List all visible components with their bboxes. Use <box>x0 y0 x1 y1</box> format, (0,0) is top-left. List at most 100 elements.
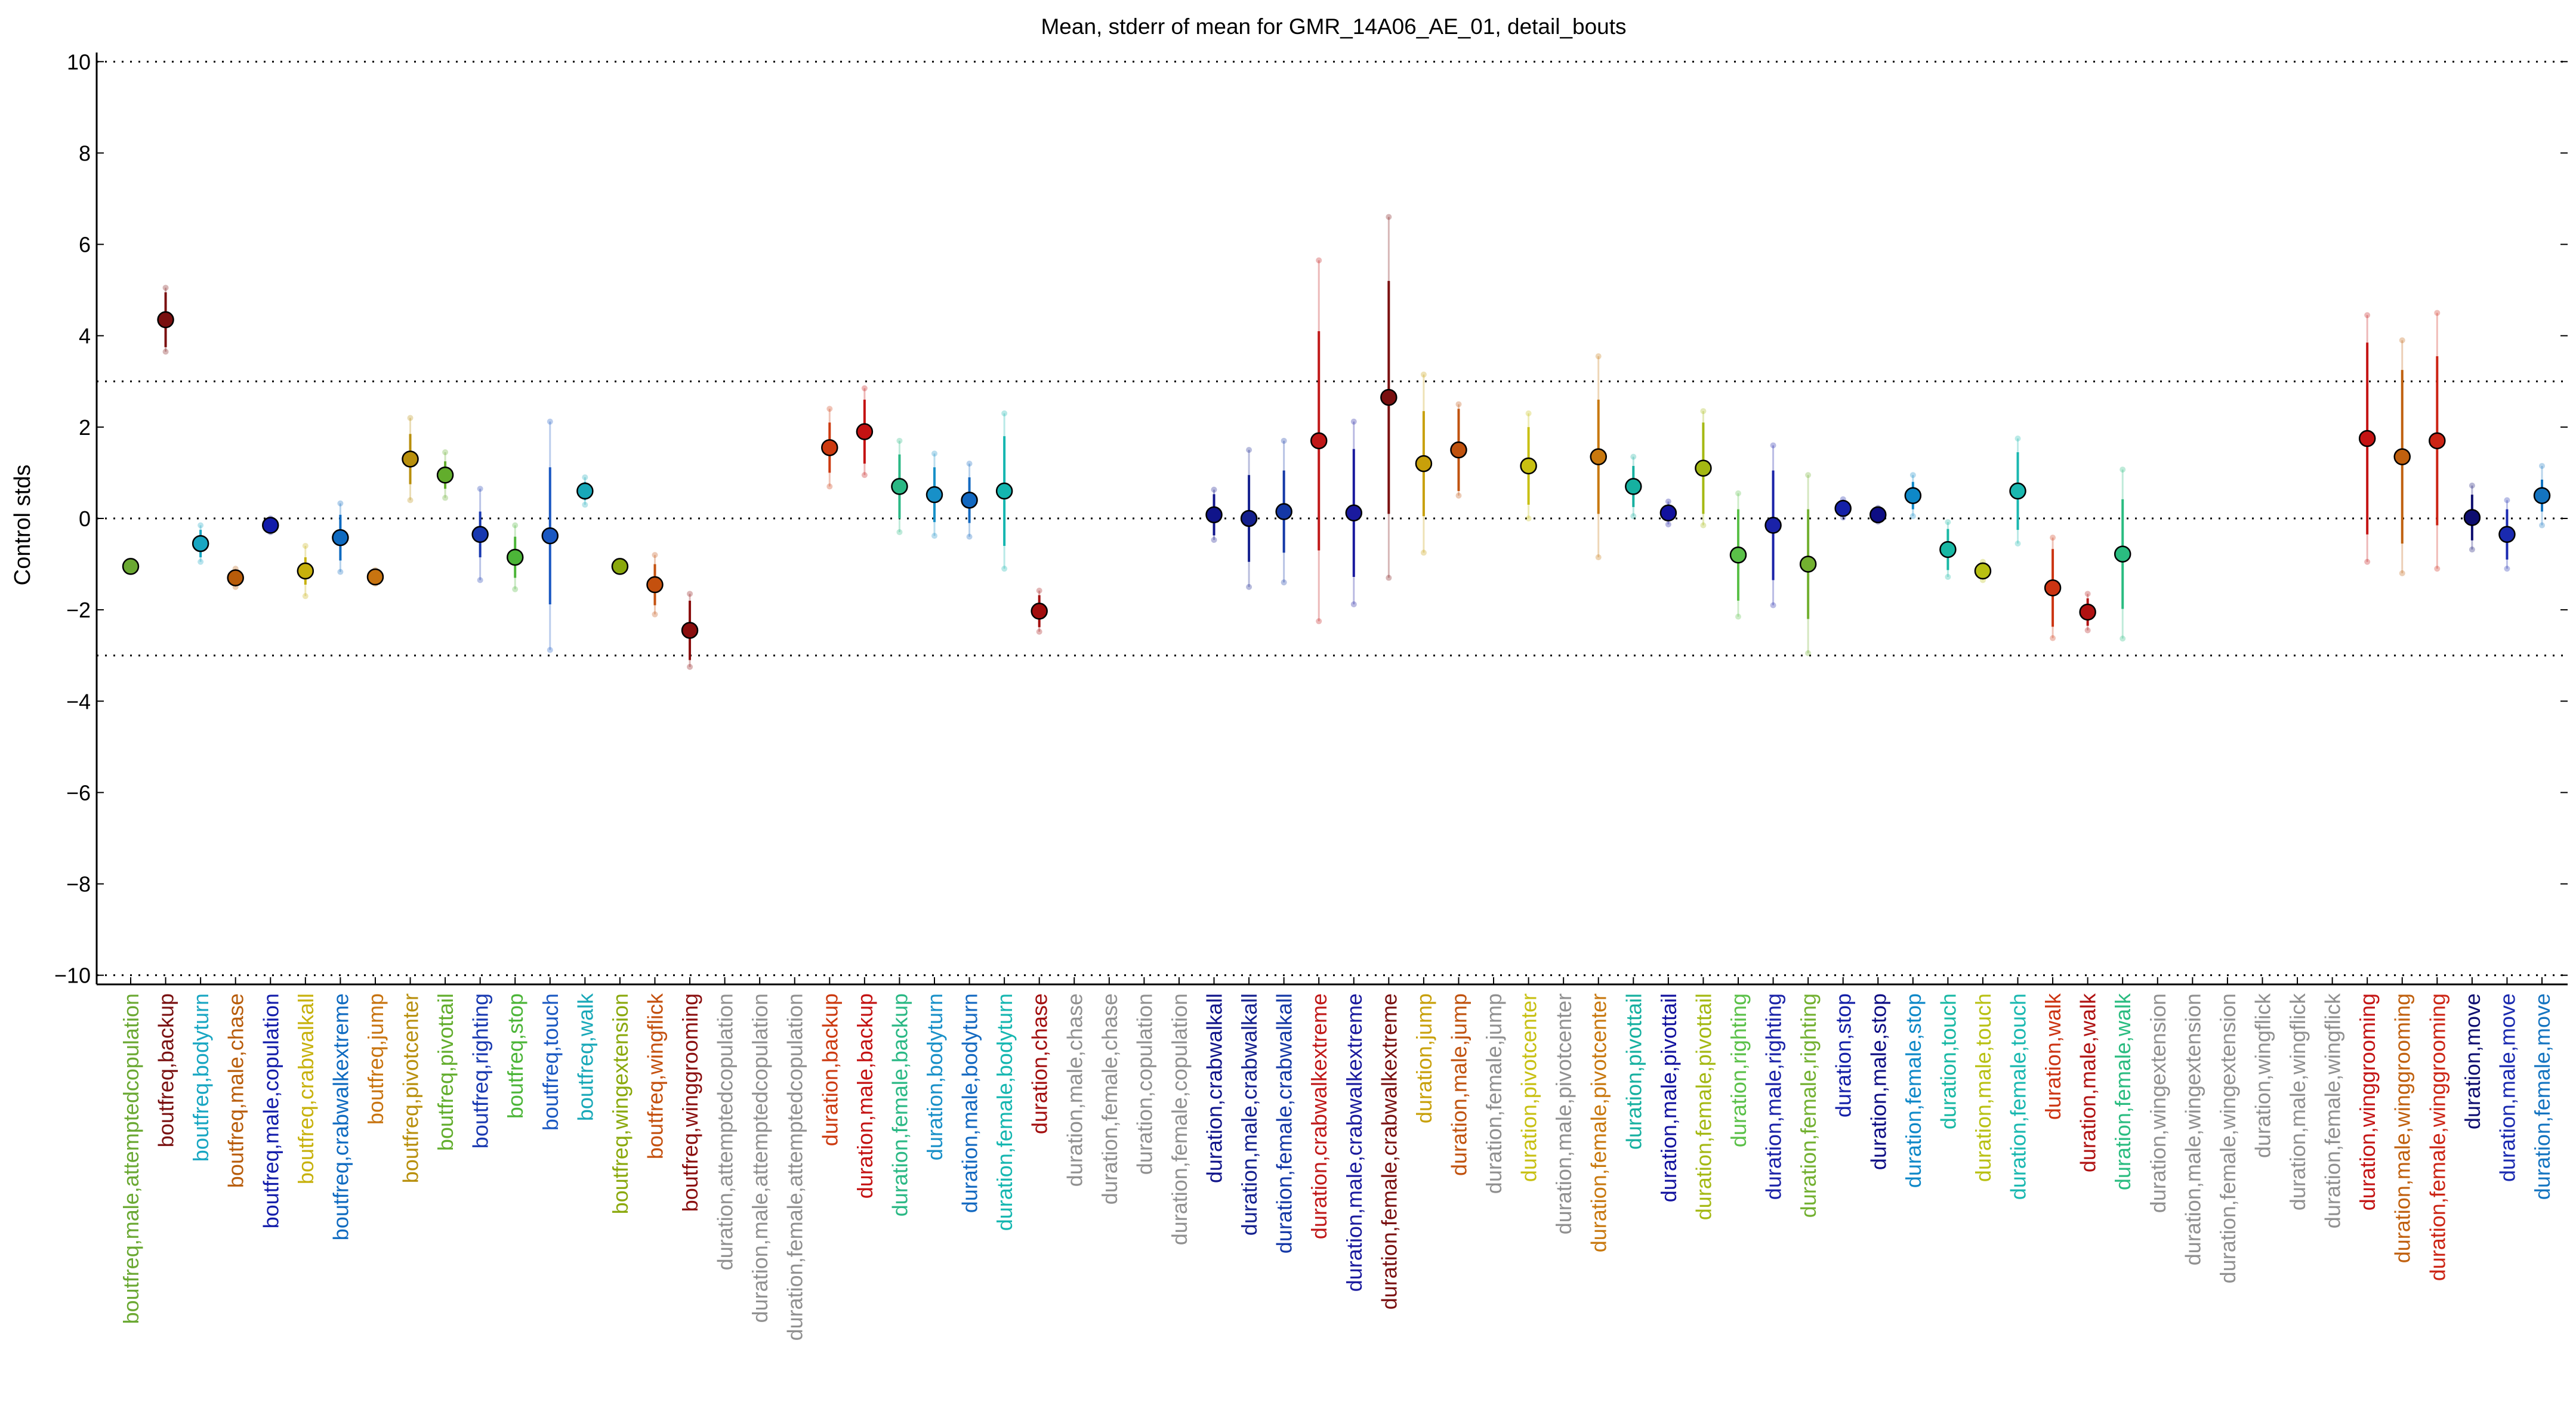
mean-marker <box>2044 579 2062 597</box>
x-tick-label: duration,female,touch <box>2006 993 2031 1200</box>
x-tick-label: duration,male,pivottail <box>1656 993 1681 1202</box>
range-end <box>1036 628 1042 635</box>
x-tick-label: duration,crabwalkextreme <box>1307 993 1331 1239</box>
range-end <box>2364 312 2371 319</box>
mean-marker <box>961 492 978 509</box>
range-end <box>2364 558 2371 565</box>
chart-title: Mean, stderr of mean for GMR_14A06_AE_01… <box>1041 14 1626 39</box>
range-end <box>1735 613 1741 620</box>
range-end <box>931 450 937 457</box>
x-tick-label: duration,male,wingflick <box>2285 993 2310 1210</box>
range-end <box>896 437 903 444</box>
axes <box>95 53 2568 986</box>
x-tick-label: boutfreq,male,copulation <box>258 993 283 1228</box>
range-end <box>966 461 973 467</box>
data-point-group <box>192 522 209 565</box>
mean-marker <box>1031 603 1048 620</box>
data-point-group <box>1590 353 1607 561</box>
mean-marker <box>1695 459 1712 477</box>
x-tick-label: duration,male,bodyturn <box>958 993 982 1213</box>
x-tick-label: duration,female,winggrooming <box>2425 993 2449 1281</box>
y-tick-label: −2 <box>66 598 91 622</box>
mean-marker <box>1729 546 1747 564</box>
range-end <box>1595 353 1602 360</box>
x-tick-label: duration,female,bodyturn <box>992 993 1017 1231</box>
data-point-group <box>1450 401 1467 499</box>
range-end <box>1630 513 1637 520</box>
range-end <box>2399 570 2405 576</box>
range-end <box>302 542 308 549</box>
x-tick-label: duration,crabwalkall <box>1202 993 1227 1183</box>
range-end <box>1211 486 1217 493</box>
range-end <box>302 593 308 600</box>
mean-marker <box>995 482 1013 500</box>
mean-marker <box>402 450 419 468</box>
data-point-group <box>297 542 314 600</box>
data-point-group <box>332 500 349 575</box>
data-point-group <box>402 415 419 504</box>
range-end <box>1665 498 1671 505</box>
data-point-group <box>1205 486 1223 543</box>
x-tick-label: boutfreq,backup <box>154 993 178 1147</box>
data-point-group <box>1764 442 1782 609</box>
data-point-group <box>157 285 174 355</box>
mean-marker <box>122 558 140 575</box>
y-tick-label: 10 <box>67 50 91 74</box>
mean-marker <box>332 529 349 546</box>
mean-marker <box>297 562 314 580</box>
data-point-group <box>821 406 838 490</box>
range-end <box>1909 513 1916 520</box>
range-end <box>2539 462 2545 469</box>
range-end <box>198 558 204 565</box>
range-end <box>1316 618 1322 625</box>
range-end <box>2504 497 2510 504</box>
mean-marker <box>646 576 664 594</box>
range-end <box>1420 549 1427 556</box>
x-tick-label: duration,female,crabwalkextreme <box>1377 993 1401 1310</box>
x-tick-label: duration,female,wingflick <box>2321 993 2345 1228</box>
mean-marker <box>471 526 489 543</box>
range-end <box>547 647 553 653</box>
x-tick-label: duration,female,jump <box>1482 993 1506 1194</box>
data-point-group <box>1380 214 1397 581</box>
x-tick-label: duration,female,stop <box>1901 993 1926 1188</box>
data-point-group <box>2393 337 2411 576</box>
x-tick-label: boutfreq,male,attemptedcopulation <box>119 993 143 1324</box>
x-tick-label: duration,jump <box>1412 993 1436 1123</box>
x-tick-label: duration,walk <box>2041 993 2065 1120</box>
x-tick-label: boutfreq,stop <box>503 993 527 1119</box>
range-end <box>1246 583 1252 590</box>
data-point-group <box>2358 312 2376 565</box>
range-end <box>1350 601 1357 607</box>
x-tick-label: boutfreq,male,chase <box>224 993 248 1188</box>
mean-marker <box>227 569 244 586</box>
mean-marker <box>576 482 594 500</box>
range-end <box>442 495 449 501</box>
mean-marker <box>925 486 943 504</box>
mean-marker <box>681 622 699 639</box>
mean-marker <box>1625 478 1642 495</box>
range-end <box>162 285 169 291</box>
range-end <box>198 522 204 529</box>
mean-marker <box>1834 499 1852 517</box>
range-end <box>652 611 658 617</box>
x-tick-label: duration,wingflick <box>2250 993 2275 1158</box>
x-tick-label: duration,male,righting <box>1761 993 1786 1200</box>
x-tick-labels: boutfreq,male,attemptedcopulation boutfre… <box>119 993 2555 1341</box>
data-point-group <box>646 552 664 617</box>
mean-marker <box>1799 555 1817 573</box>
mean-marker <box>1380 388 1397 406</box>
x-tick-label: duration,attemptedcopulation <box>713 993 738 1270</box>
mean-marker <box>1240 509 1258 527</box>
data-point-group <box>1834 496 1852 521</box>
y-tick-label: −6 <box>66 780 91 805</box>
range-end <box>407 415 414 421</box>
x-tick-label: duration,move <box>2460 993 2485 1129</box>
data-point-group <box>1939 519 1957 580</box>
range-end <box>1386 575 1392 581</box>
range-end <box>896 529 903 535</box>
data-point-group <box>681 591 699 670</box>
x-tick-label: boutfreq,bodyturn <box>189 993 213 1162</box>
range-end <box>477 577 483 583</box>
